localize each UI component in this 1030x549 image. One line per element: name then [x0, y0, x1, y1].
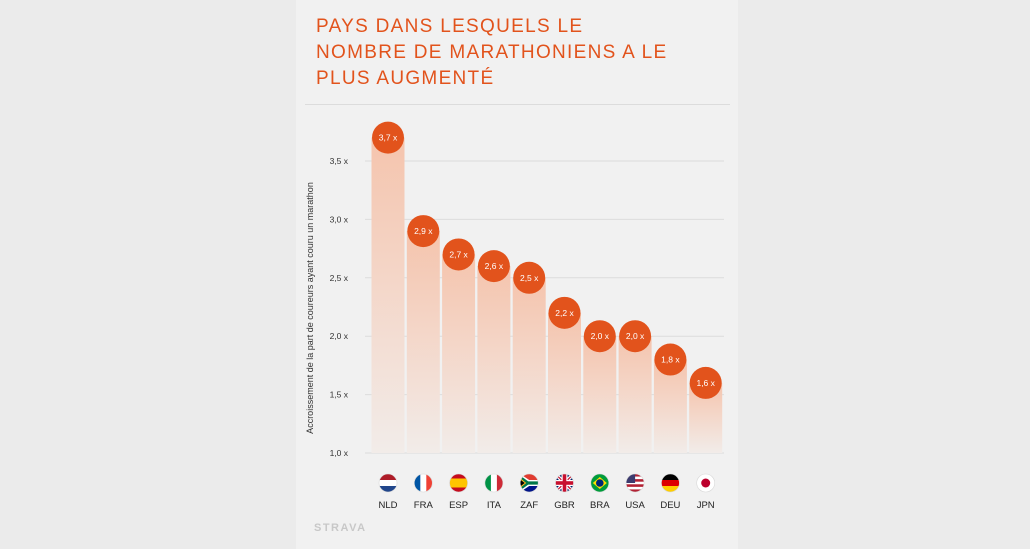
value-label: 2,9 x [414, 226, 433, 236]
y-tick-label: 3,0 x [330, 214, 349, 224]
usa-flag-icon [625, 473, 645, 493]
value-marker [548, 296, 581, 329]
bar-gbr [548, 312, 581, 453]
y-tick-label: 1,0 x [330, 448, 349, 458]
value-marker [689, 366, 722, 399]
value-marker [654, 343, 687, 376]
value-marker [619, 320, 652, 353]
value-marker [372, 121, 404, 154]
x-tick-label: GBR [554, 500, 575, 511]
x-tick-label: ITA [487, 500, 502, 511]
value-label: 2,6 x [485, 261, 504, 271]
value-label: 2,7 x [449, 249, 468, 259]
strava-logo: STRAVA [314, 522, 367, 534]
value-label: 1,8 x [661, 355, 680, 365]
germany-flag-icon [661, 473, 680, 493]
bar-nld [371, 137, 405, 453]
y-axis-label: Accroissement de la part de coureurs aya… [305, 182, 315, 434]
x-tick-label: NLD [378, 500, 397, 511]
value-marker [407, 215, 440, 248]
bar-esp [442, 254, 476, 453]
bar-fra [406, 231, 440, 453]
x-tick-label: USA [625, 500, 645, 511]
x-tick-label: DEU [660, 500, 680, 511]
value-label: 2,5 x [520, 273, 539, 283]
bar-usa [618, 336, 652, 453]
value-marker [442, 238, 475, 271]
bar-zaf [512, 277, 546, 453]
france-flag-icon [413, 473, 433, 493]
brazil-flag-icon [590, 473, 610, 493]
y-tick-label: 2,5 x [330, 273, 349, 283]
y-tick-label: 2,0 x [330, 331, 349, 341]
value-marker [513, 261, 546, 294]
spain-flag-icon [449, 473, 468, 493]
y-tick-label: 3,5 x [330, 156, 349, 166]
x-tick-label: BRA [590, 500, 610, 511]
uk-flag-icon [555, 473, 574, 493]
value-marker [583, 320, 616, 353]
x-tick-label: FRA [414, 500, 434, 511]
value-label: 3,7 x [379, 133, 398, 143]
value-label: 2,0 x [591, 331, 610, 341]
italy-flag-icon [484, 473, 504, 493]
x-tick-label: ZAF [520, 500, 538, 511]
x-tick-label: JPN [697, 500, 715, 511]
y-tick-label: 1,5 x [330, 390, 349, 400]
value-label: 2,0 x [626, 331, 645, 341]
value-marker [477, 250, 510, 283]
bar-ita [477, 266, 511, 453]
value-label: 1,6 x [696, 378, 715, 388]
japan-flag-icon [696, 473, 716, 493]
bar-bra [583, 336, 617, 453]
south-africa-flag-icon [519, 473, 539, 493]
chart-title: PAYS DANS LESQUELS LE NOMBRE DE MARATHON… [316, 16, 668, 89]
value-label: 2,2 x [555, 308, 574, 318]
netherlands-flag-icon [378, 473, 398, 493]
x-tick-label: ESP [449, 500, 468, 511]
title-divider [305, 104, 730, 105]
